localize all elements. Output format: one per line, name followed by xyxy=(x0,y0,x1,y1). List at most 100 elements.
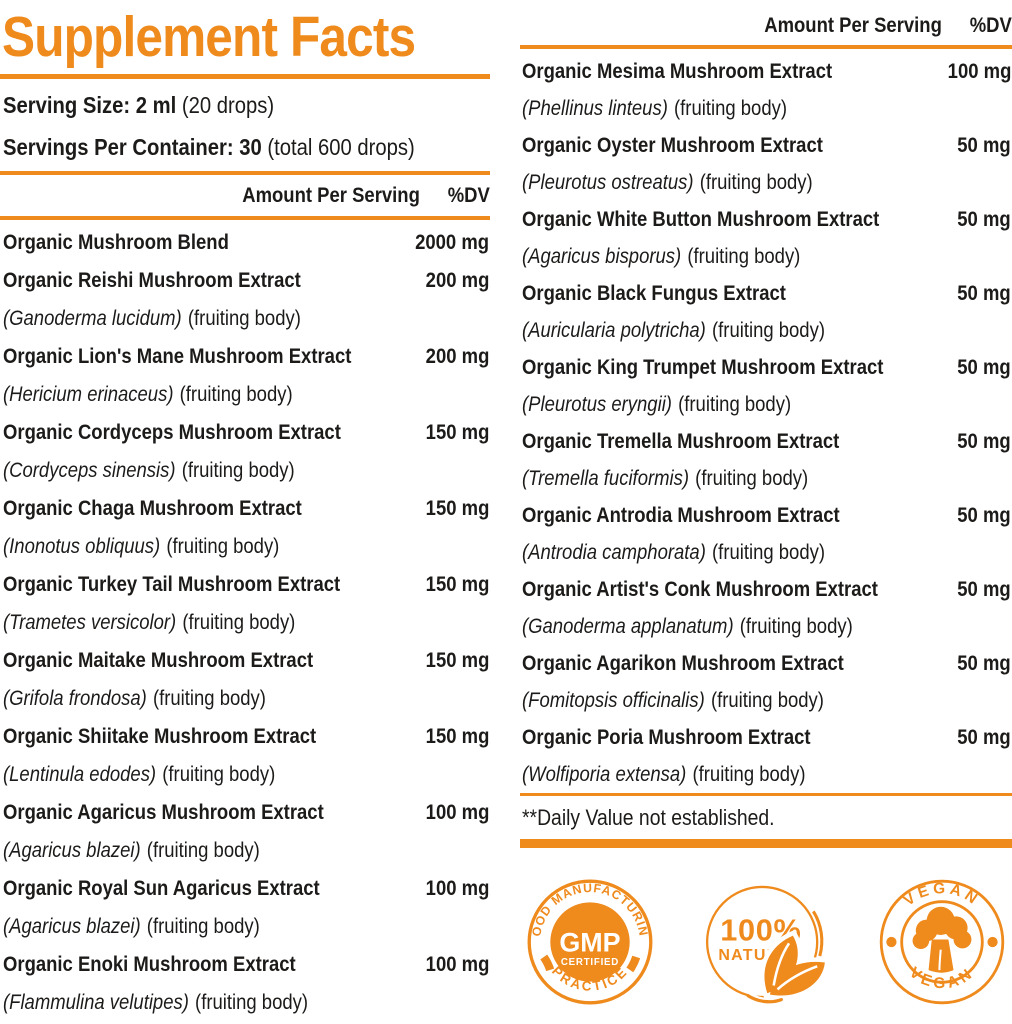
amount-per-serving-header: Amount Per Serving xyxy=(242,184,421,207)
ingredient-amount: 50 mg xyxy=(957,208,1011,231)
latin-name: (Agaricus blazei) xyxy=(3,839,141,862)
ingredient-amount: 150 mg xyxy=(425,649,489,672)
latin-name: (Grifola frondosa) xyxy=(3,687,147,710)
serving-size-label: Serving Size: 2 ml xyxy=(3,92,177,118)
svg-text:GMP: GMP xyxy=(559,928,620,958)
latin-name: (Wolfiporia extensa) xyxy=(522,763,687,786)
ingredient-name: Organic King Trumpet Mushroom Extract xyxy=(522,356,884,379)
part-note: (fruiting body) xyxy=(195,991,309,1014)
latin-name: (Cordyceps sinensis) xyxy=(3,459,176,482)
ingredient-name: Organic Tremella Mushroom Extract xyxy=(522,430,840,453)
part-note: (fruiting body) xyxy=(710,689,824,712)
ingredient-latin-line: (Ganoderma lucidum) (fruiting body) xyxy=(3,300,489,338)
part-note: (fruiting body) xyxy=(674,97,788,120)
latin-name: (Phellinus linteus) xyxy=(522,97,668,120)
ingredient-row: Organic Chaga Mushroom Extract 150 mg xyxy=(3,490,489,528)
page-title: Supplement Facts xyxy=(2,5,416,69)
part-note: (fruiting body) xyxy=(181,459,295,482)
ingredient-latin-line: (Hericium erinaceus) (fruiting body) xyxy=(3,376,489,414)
ingredient-name: Organic Turkey Tail Mushroom Extract xyxy=(3,573,341,596)
ingredient-name: Organic Mushroom Blend xyxy=(3,231,229,254)
ingredient-name: Organic Enoki Mushroom Extract xyxy=(3,953,296,976)
ingredient-latin-line: (Wolfiporia extensa) (fruiting body) xyxy=(522,756,1011,793)
ingredient-latin-line: (Phellinus linteus) (fruiting body) xyxy=(522,90,1011,127)
ingredient-row: Organic White Button Mushroom Extract 50… xyxy=(522,201,1011,238)
serving-size-line: Serving Size: 2 ml (20 drops) xyxy=(3,84,490,126)
latin-name: (Flammulina velutipes) xyxy=(3,991,189,1014)
ingredient-name: Organic White Button Mushroom Extract xyxy=(522,208,880,231)
divider xyxy=(520,45,1012,49)
broccoli-icon xyxy=(912,906,972,973)
daily-value-footnote: **Daily Value not established. xyxy=(522,805,775,830)
latin-name: (Fomitopsis officinalis) xyxy=(522,689,705,712)
part-note: (fruiting body) xyxy=(687,245,801,268)
column-header-left: Amount Per Serving %DV xyxy=(0,176,490,216)
certification-badges: GOOD MANUFACTURING PRACTICE GMP CERTIFIE… xyxy=(520,874,1012,1010)
ingredient-row: Organic Artist's Conk Mushroom Extract 5… xyxy=(522,571,1011,608)
ingredient-name: Organic Antrodia Mushroom Extract xyxy=(522,504,840,527)
ingredient-amount: 150 mg xyxy=(425,573,489,596)
part-note: (fruiting body) xyxy=(179,383,293,406)
column-header-right: Amount Per Serving %DV xyxy=(520,8,1012,44)
divider xyxy=(0,216,490,220)
latin-name: (Antrodia camphorata) xyxy=(522,541,706,564)
ingredient-row: Organic Agarikon Mushroom Extract 50 mg xyxy=(522,645,1011,682)
ingredient-amount: 100 mg xyxy=(425,877,489,900)
ingredient-name: Organic Shiitake Mushroom Extract xyxy=(3,725,317,748)
ingredient-latin-line: (Cordyceps sinensis) (fruiting body) xyxy=(3,452,489,490)
serving-size-note: (20 drops) xyxy=(181,92,275,118)
ingredient-amount: 100 mg xyxy=(425,953,489,976)
ingredient-list-left: Organic Mushroom Blend 2000 mg Organic R… xyxy=(3,224,489,1022)
ingredient-name: Organic Agarikon Mushroom Extract xyxy=(522,652,844,675)
amount-per-serving-header: Amount Per Serving xyxy=(764,14,943,37)
ingredient-name: Organic Poria Mushroom Extract xyxy=(522,726,811,749)
servings-note: (total 600 drops) xyxy=(267,134,415,160)
right-column: Amount Per Serving %DV Organic Mesima Mu… xyxy=(520,0,1012,1024)
ingredient-list-right: Organic Mesima Mushroom Extract 100 mg (… xyxy=(522,53,1011,793)
ingredient-latin-line: (Inonotus obliquus) (fruiting body) xyxy=(3,528,489,566)
serving-info: Serving Size: 2 ml (20 drops) Servings P… xyxy=(3,84,490,168)
ingredient-amount: 50 mg xyxy=(957,356,1011,379)
ingredient-latin-line: (Pleurotus ostreatus) (fruiting body) xyxy=(522,164,1011,201)
ingredient-row: Organic Lion's Mane Mushroom Extract 200… xyxy=(3,338,489,376)
gmp-certified-badge-icon: GOOD MANUFACTURING PRACTICE GMP CERTIFIE… xyxy=(526,874,653,1005)
part-note: (fruiting body) xyxy=(162,763,276,786)
ingredient-amount: 50 mg xyxy=(957,726,1011,749)
ingredient-amount: 150 mg xyxy=(425,421,489,444)
latin-name: (Ganoderma applanatum) xyxy=(522,615,734,638)
latin-name: (Hericium erinaceus) xyxy=(3,383,174,406)
ingredient-name: Organic Mesima Mushroom Extract xyxy=(522,60,833,83)
ingredient-latin-line: (Agaricus blazei) (fruiting body) xyxy=(3,908,489,946)
ingredient-latin-line: (Agaricus blazei) (fruiting body) xyxy=(3,832,489,870)
latin-name: (Pleurotus eryngii) xyxy=(522,393,672,416)
ingredient-row: Organic Poria Mushroom Extract 50 mg xyxy=(522,719,1011,756)
ingredient-amount: 2000 mg xyxy=(415,231,489,254)
latin-name: (Lentinula edodes) xyxy=(3,763,157,786)
ingredient-amount: 50 mg xyxy=(957,504,1011,527)
title-divider xyxy=(0,74,490,79)
ingredient-latin-line: (Antrodia camphorata) (fruiting body) xyxy=(522,534,1011,571)
part-note: (fruiting body) xyxy=(695,467,809,490)
ingredient-row: Organic Tremella Mushroom Extract 50 mg xyxy=(522,423,1011,460)
ingredient-amount: 50 mg xyxy=(957,430,1011,453)
svg-text:CERTIFIED: CERTIFIED xyxy=(561,957,619,968)
latin-name: (Auricularia polytricha) xyxy=(522,319,706,342)
servings-per-container-line: Servings Per Container: 30 (total 600 dr… xyxy=(3,126,490,168)
dv-header: %DV xyxy=(969,14,1012,37)
ingredient-row: Organic King Trumpet Mushroom Extract 50… xyxy=(522,349,1011,386)
left-column: Supplement Facts Serving Size: 2 ml (20 … xyxy=(0,0,490,1024)
ingredient-latin-line: (Pleurotus eryngii) (fruiting body) xyxy=(522,386,1011,423)
latin-name: (Agaricus bisporus) xyxy=(522,245,682,268)
ingredient-latin-line: (Trametes versicolor) (fruiting body) xyxy=(3,604,489,642)
part-note: (fruiting body) xyxy=(739,615,853,638)
part-note: (fruiting body) xyxy=(699,171,813,194)
latin-name: (Inonotus obliquus) xyxy=(3,535,161,558)
ingredient-row: Organic Reishi Mushroom Extract 200 mg xyxy=(3,262,489,300)
dv-header: %DV xyxy=(447,184,490,207)
latin-name: (Tremella fuciformis) xyxy=(522,467,690,490)
ingredient-row: Organic Cordyceps Mushroom Extract 150 m… xyxy=(3,414,489,452)
ingredient-latin-line: (Lentinula edodes) (fruiting body) xyxy=(3,756,489,794)
ingredient-latin-line: (Agaricus bisporus) (fruiting body) xyxy=(522,238,1011,275)
ingredient-latin-line: (Grifola frondosa) (fruiting body) xyxy=(3,680,489,718)
leaves-icon xyxy=(746,929,830,1006)
